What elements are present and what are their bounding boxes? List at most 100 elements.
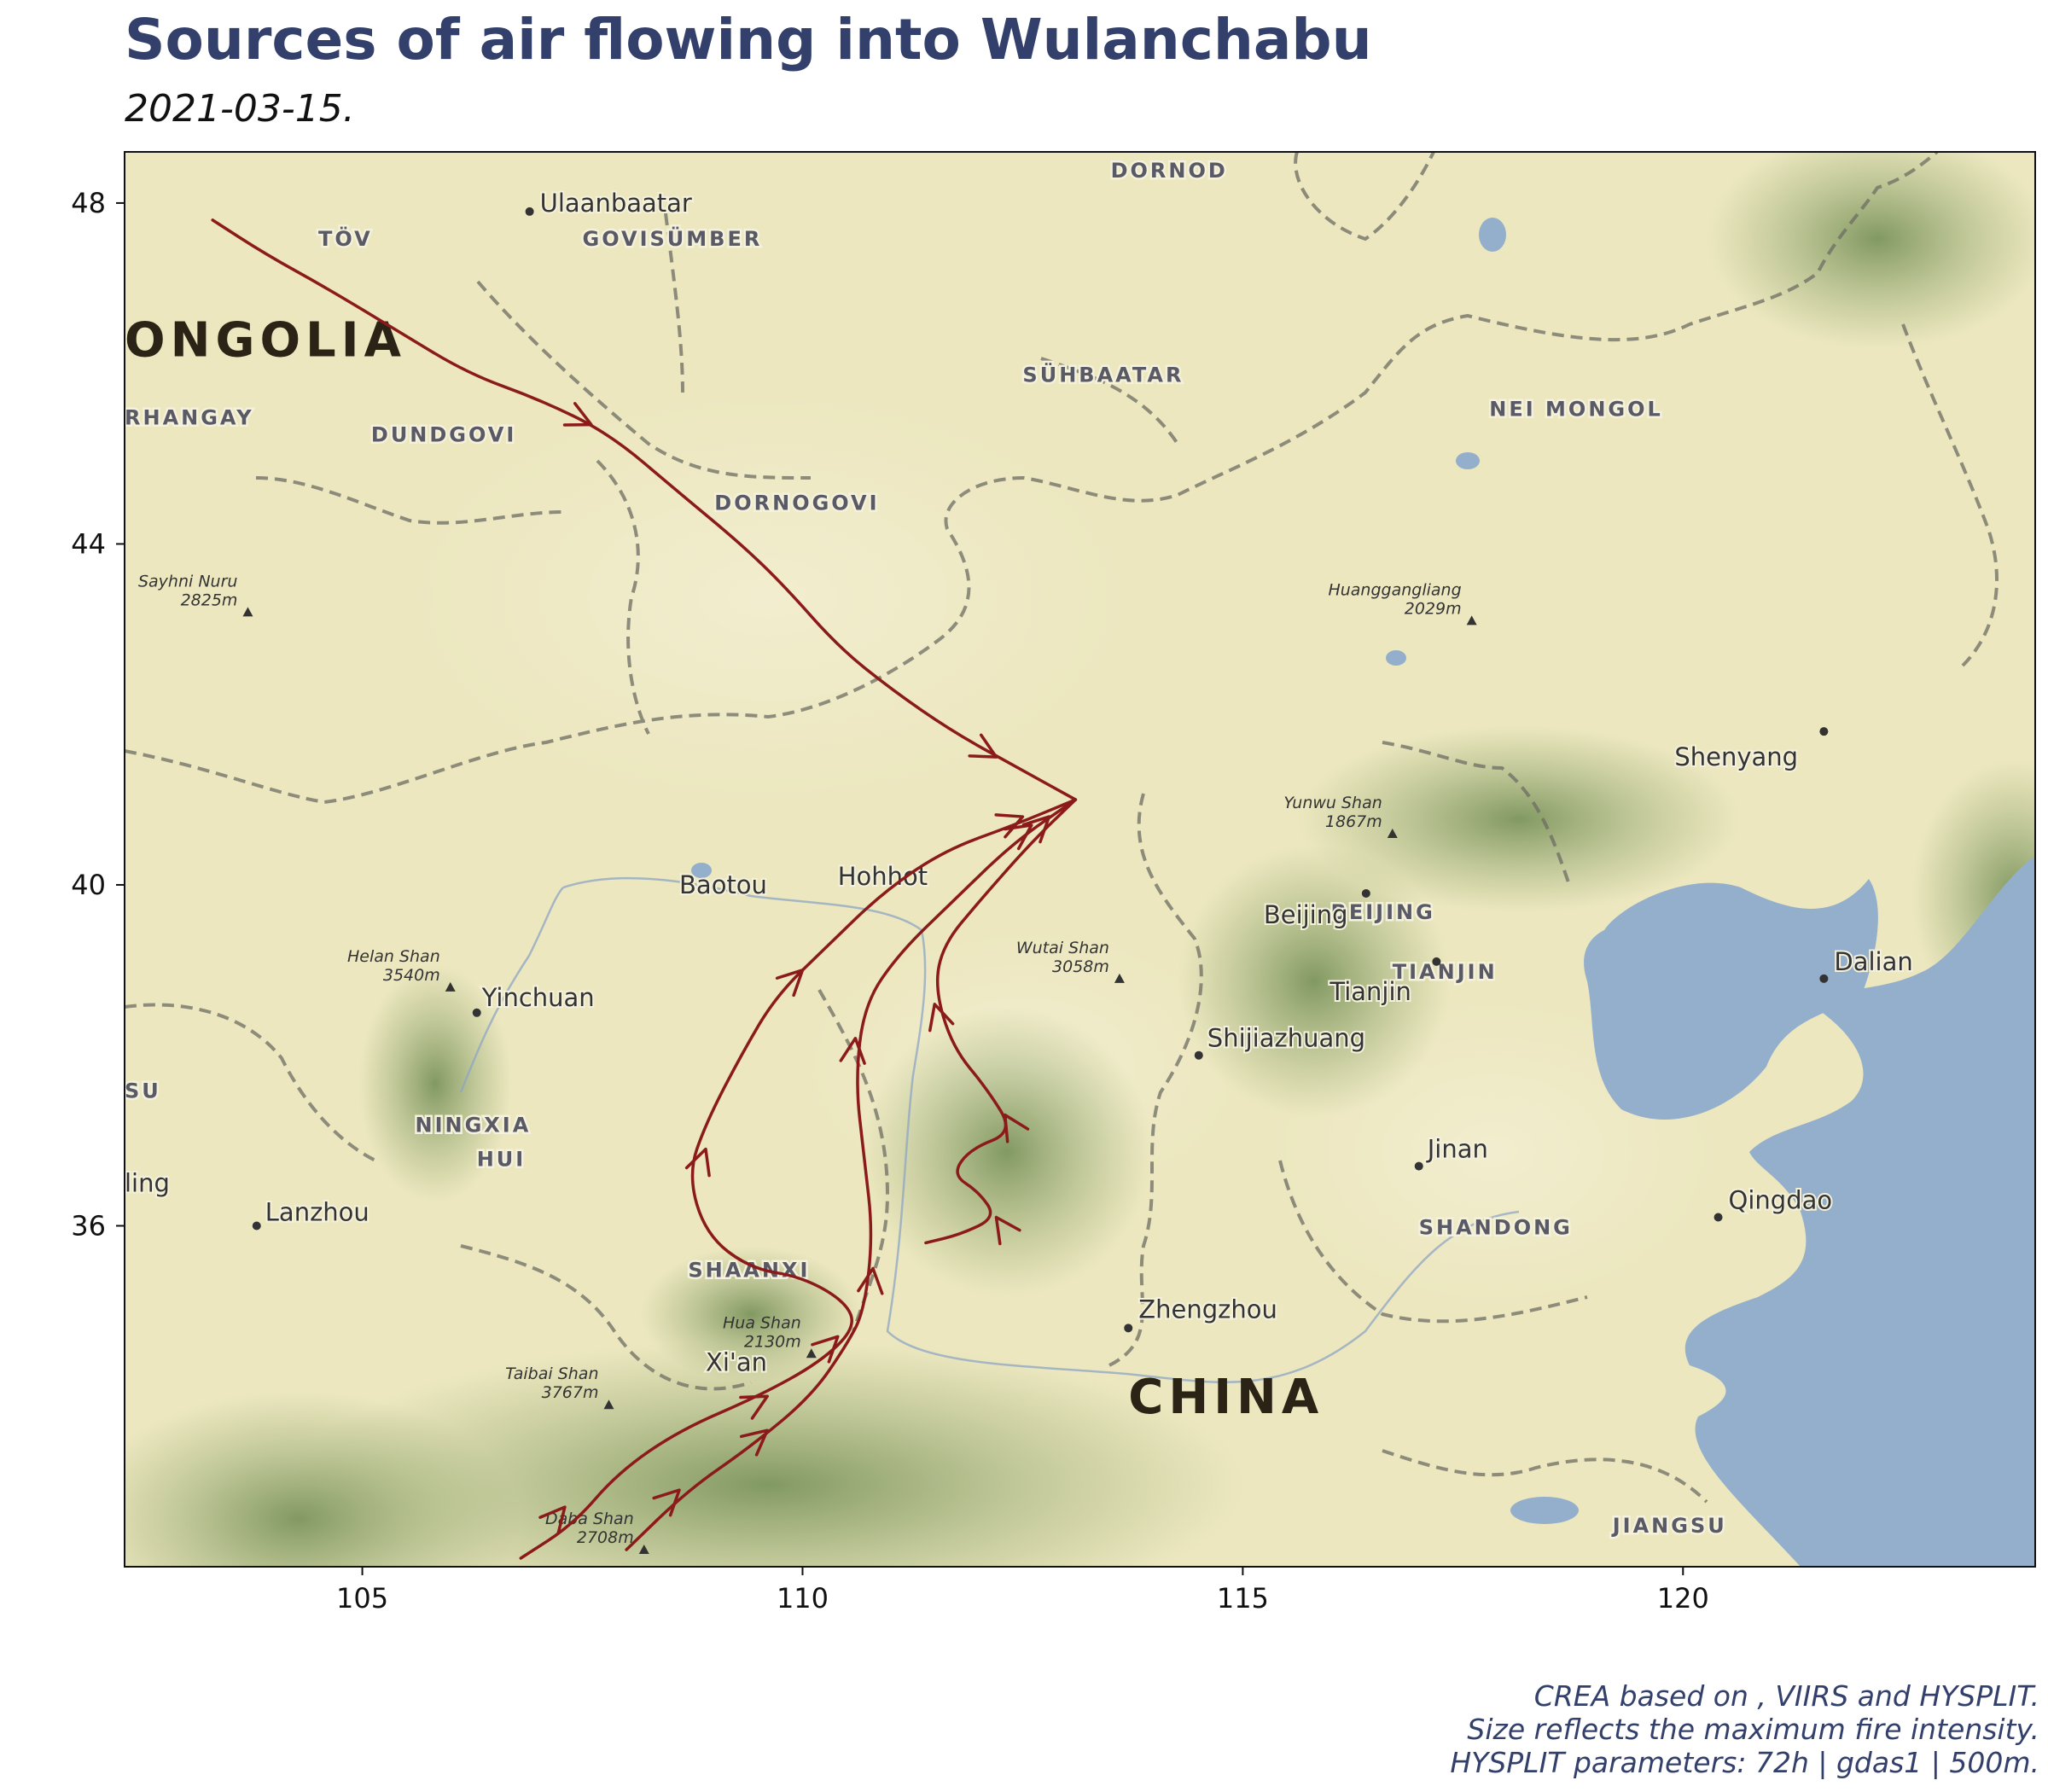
trajectory-arrow	[1021, 815, 1051, 844]
city-label: Tianjin	[1329, 977, 1411, 1006]
city-marker	[1819, 974, 1829, 983]
border	[1382, 1449, 1708, 1504]
province-label: SHAANXI	[688, 1258, 810, 1282]
trajectory-arrow	[994, 1215, 1021, 1246]
peak-marker	[242, 607, 253, 617]
chart-subtitle: 2021-03-15.	[125, 87, 355, 131]
city-label: Qingdao	[1729, 1185, 1833, 1214]
city-marker	[525, 207, 534, 216]
forest-patch	[1178, 845, 1451, 1118]
province-label: TIANJIN	[1393, 960, 1498, 984]
peak-name: Daba Shan	[545, 1510, 634, 1528]
city-label: Lanzhou	[265, 1197, 369, 1226]
caption-line: Size reflects the maximum fire intensity…	[1467, 1713, 2039, 1746]
city-label: Shenyang	[1674, 742, 1798, 771]
province-label: NEI MONGOL	[1489, 398, 1663, 422]
mongolia-china-border	[125, 152, 1939, 805]
province-label: SU	[125, 1079, 161, 1103]
city-label: Beijing	[1264, 900, 1348, 929]
city-label: ling	[125, 1169, 170, 1198]
peak-name: Sayhni Nuru	[138, 572, 237, 591]
city-label: Xi'an	[706, 1347, 767, 1376]
peak-name: Helan Shan	[347, 947, 440, 966]
country-label: CHINA	[1128, 1370, 1324, 1425]
city-label: Hohhot	[838, 862, 928, 891]
border	[664, 212, 684, 393]
peak-marker	[638, 1545, 649, 1555]
forest-patch	[862, 1007, 1152, 1297]
trajectory-arrow	[538, 1505, 567, 1535]
trajectories	[211, 218, 1078, 1560]
trajectory-arrow	[562, 402, 593, 427]
peak-elevation: 3540m	[383, 966, 440, 985]
peak-elevation: 2130m	[744, 1332, 801, 1351]
border	[1294, 152, 1435, 241]
province-label: JIANGSU	[1611, 1514, 1727, 1538]
trajectory-3	[625, 798, 1078, 1551]
border	[255, 476, 564, 525]
trajectory-arrow	[968, 733, 998, 759]
border	[1382, 741, 1572, 888]
forest-patch	[125, 1391, 521, 1567]
peak-name: Hua Shan	[723, 1313, 801, 1332]
border	[817, 989, 890, 1332]
trajectory-arrow	[652, 1488, 681, 1517]
qinling-mountains	[290, 1340, 1246, 1567]
city-marker	[1713, 1213, 1723, 1222]
x-tick-label: 115	[1217, 1582, 1269, 1615]
peak-marker	[806, 1348, 817, 1359]
peak-marker	[445, 981, 456, 992]
border	[125, 1003, 376, 1162]
border	[1278, 1160, 1588, 1324]
y-tick-label: 40	[71, 869, 106, 901]
province-label: GOVISÜMBER	[583, 225, 763, 251]
river	[459, 887, 564, 1093]
x-tick-label: 120	[1657, 1582, 1709, 1615]
lake	[691, 863, 712, 878]
caption-line: CREA based on , VIIRS and HYSPLIT.	[1533, 1679, 2039, 1713]
city-label: Dalian	[1834, 947, 1912, 976]
border	[1901, 323, 1999, 667]
plot-frame	[124, 151, 2036, 1568]
peak-name: Huanggangliang	[1328, 580, 1461, 599]
y-tick-label: 48	[71, 187, 106, 219]
trajectory-arrow	[928, 1003, 955, 1033]
province-label: SÜHBAATAR	[1022, 362, 1184, 387]
trajectory-2	[519, 798, 1078, 1560]
city-marker	[1124, 1324, 1133, 1333]
city-marker	[1819, 727, 1829, 736]
peak-marker	[603, 1399, 614, 1410]
forest-patch	[1707, 152, 2035, 350]
peak-elevation: 3058m	[1052, 957, 1109, 976]
lake	[1386, 650, 1406, 666]
city-label: Baotou	[679, 870, 767, 899]
yellow-sea	[1684, 856, 2035, 1567]
trajectory-arrow	[775, 969, 805, 998]
trajectory-arrow	[739, 1428, 769, 1457]
province-label: DUNDGOVI	[371, 423, 516, 447]
trajectory-arrow	[684, 1147, 711, 1178]
lake	[1456, 452, 1480, 469]
province-label: DORNOD	[1111, 159, 1228, 183]
map-labels: ONGOLIA CHINA DORNOD TÖV GOVISÜMBER SÜHBAATAR…	[125, 156, 1915, 1555]
city-marker	[1194, 1050, 1203, 1060]
peak-name: Wutai Shan	[1016, 939, 1109, 957]
chart-title: Sources of air flowing into Wulanchabu	[125, 7, 1372, 73]
lake	[1510, 1497, 1579, 1524]
lake	[1479, 218, 1506, 252]
peak-marker	[1114, 973, 1125, 983]
city-label: Ulaanbaatar	[540, 189, 692, 218]
trajectory-1	[211, 218, 1078, 801]
city-label: Yinchuan	[481, 983, 595, 1012]
province-label: TÖV	[318, 225, 373, 251]
province-label: NINGXIA	[415, 1114, 531, 1137]
country-label: ONGOLIA	[125, 313, 406, 369]
trajectory-arrow	[1004, 823, 1033, 851]
shanxi-border	[1108, 793, 1203, 1367]
forest-patch	[1297, 725, 1741, 913]
trajectory-arrow	[994, 813, 1025, 839]
province-label: HUI	[477, 1148, 527, 1172]
city-marker	[1361, 888, 1370, 898]
peak-marker	[1387, 829, 1398, 839]
